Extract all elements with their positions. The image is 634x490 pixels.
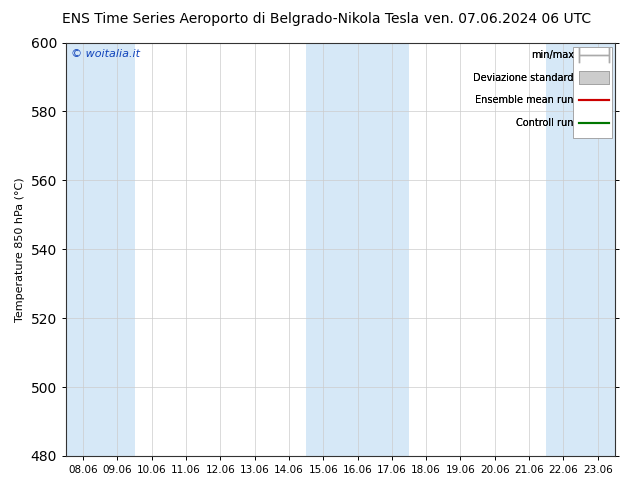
Text: min/max: min/max (531, 50, 574, 60)
Text: Deviazione standard: Deviazione standard (473, 73, 574, 83)
Text: min/max: min/max (531, 50, 574, 60)
Bar (66, 43, 134, 456)
FancyBboxPatch shape (573, 47, 612, 138)
Text: Controll run: Controll run (516, 118, 574, 128)
Y-axis label: Temperature 850 hPa (°C): Temperature 850 hPa (°C) (15, 177, 25, 321)
Text: Ensemble mean run: Ensemble mean run (475, 96, 574, 105)
Text: © woitalia.it: © woitalia.it (72, 49, 141, 59)
Text: ENS Time Series Aeroporto di Belgrado-Nikola Tesla: ENS Time Series Aeroporto di Belgrado-Ni… (62, 12, 420, 26)
Bar (579, 72, 609, 84)
Text: Deviazione standard: Deviazione standard (473, 73, 574, 83)
Bar (547, 43, 615, 456)
Bar (306, 43, 409, 456)
Bar (579, 72, 609, 84)
Text: Controll run: Controll run (516, 118, 574, 128)
Text: ven. 07.06.2024 06 UTC: ven. 07.06.2024 06 UTC (424, 12, 591, 26)
Text: Ensemble mean run: Ensemble mean run (475, 96, 574, 105)
